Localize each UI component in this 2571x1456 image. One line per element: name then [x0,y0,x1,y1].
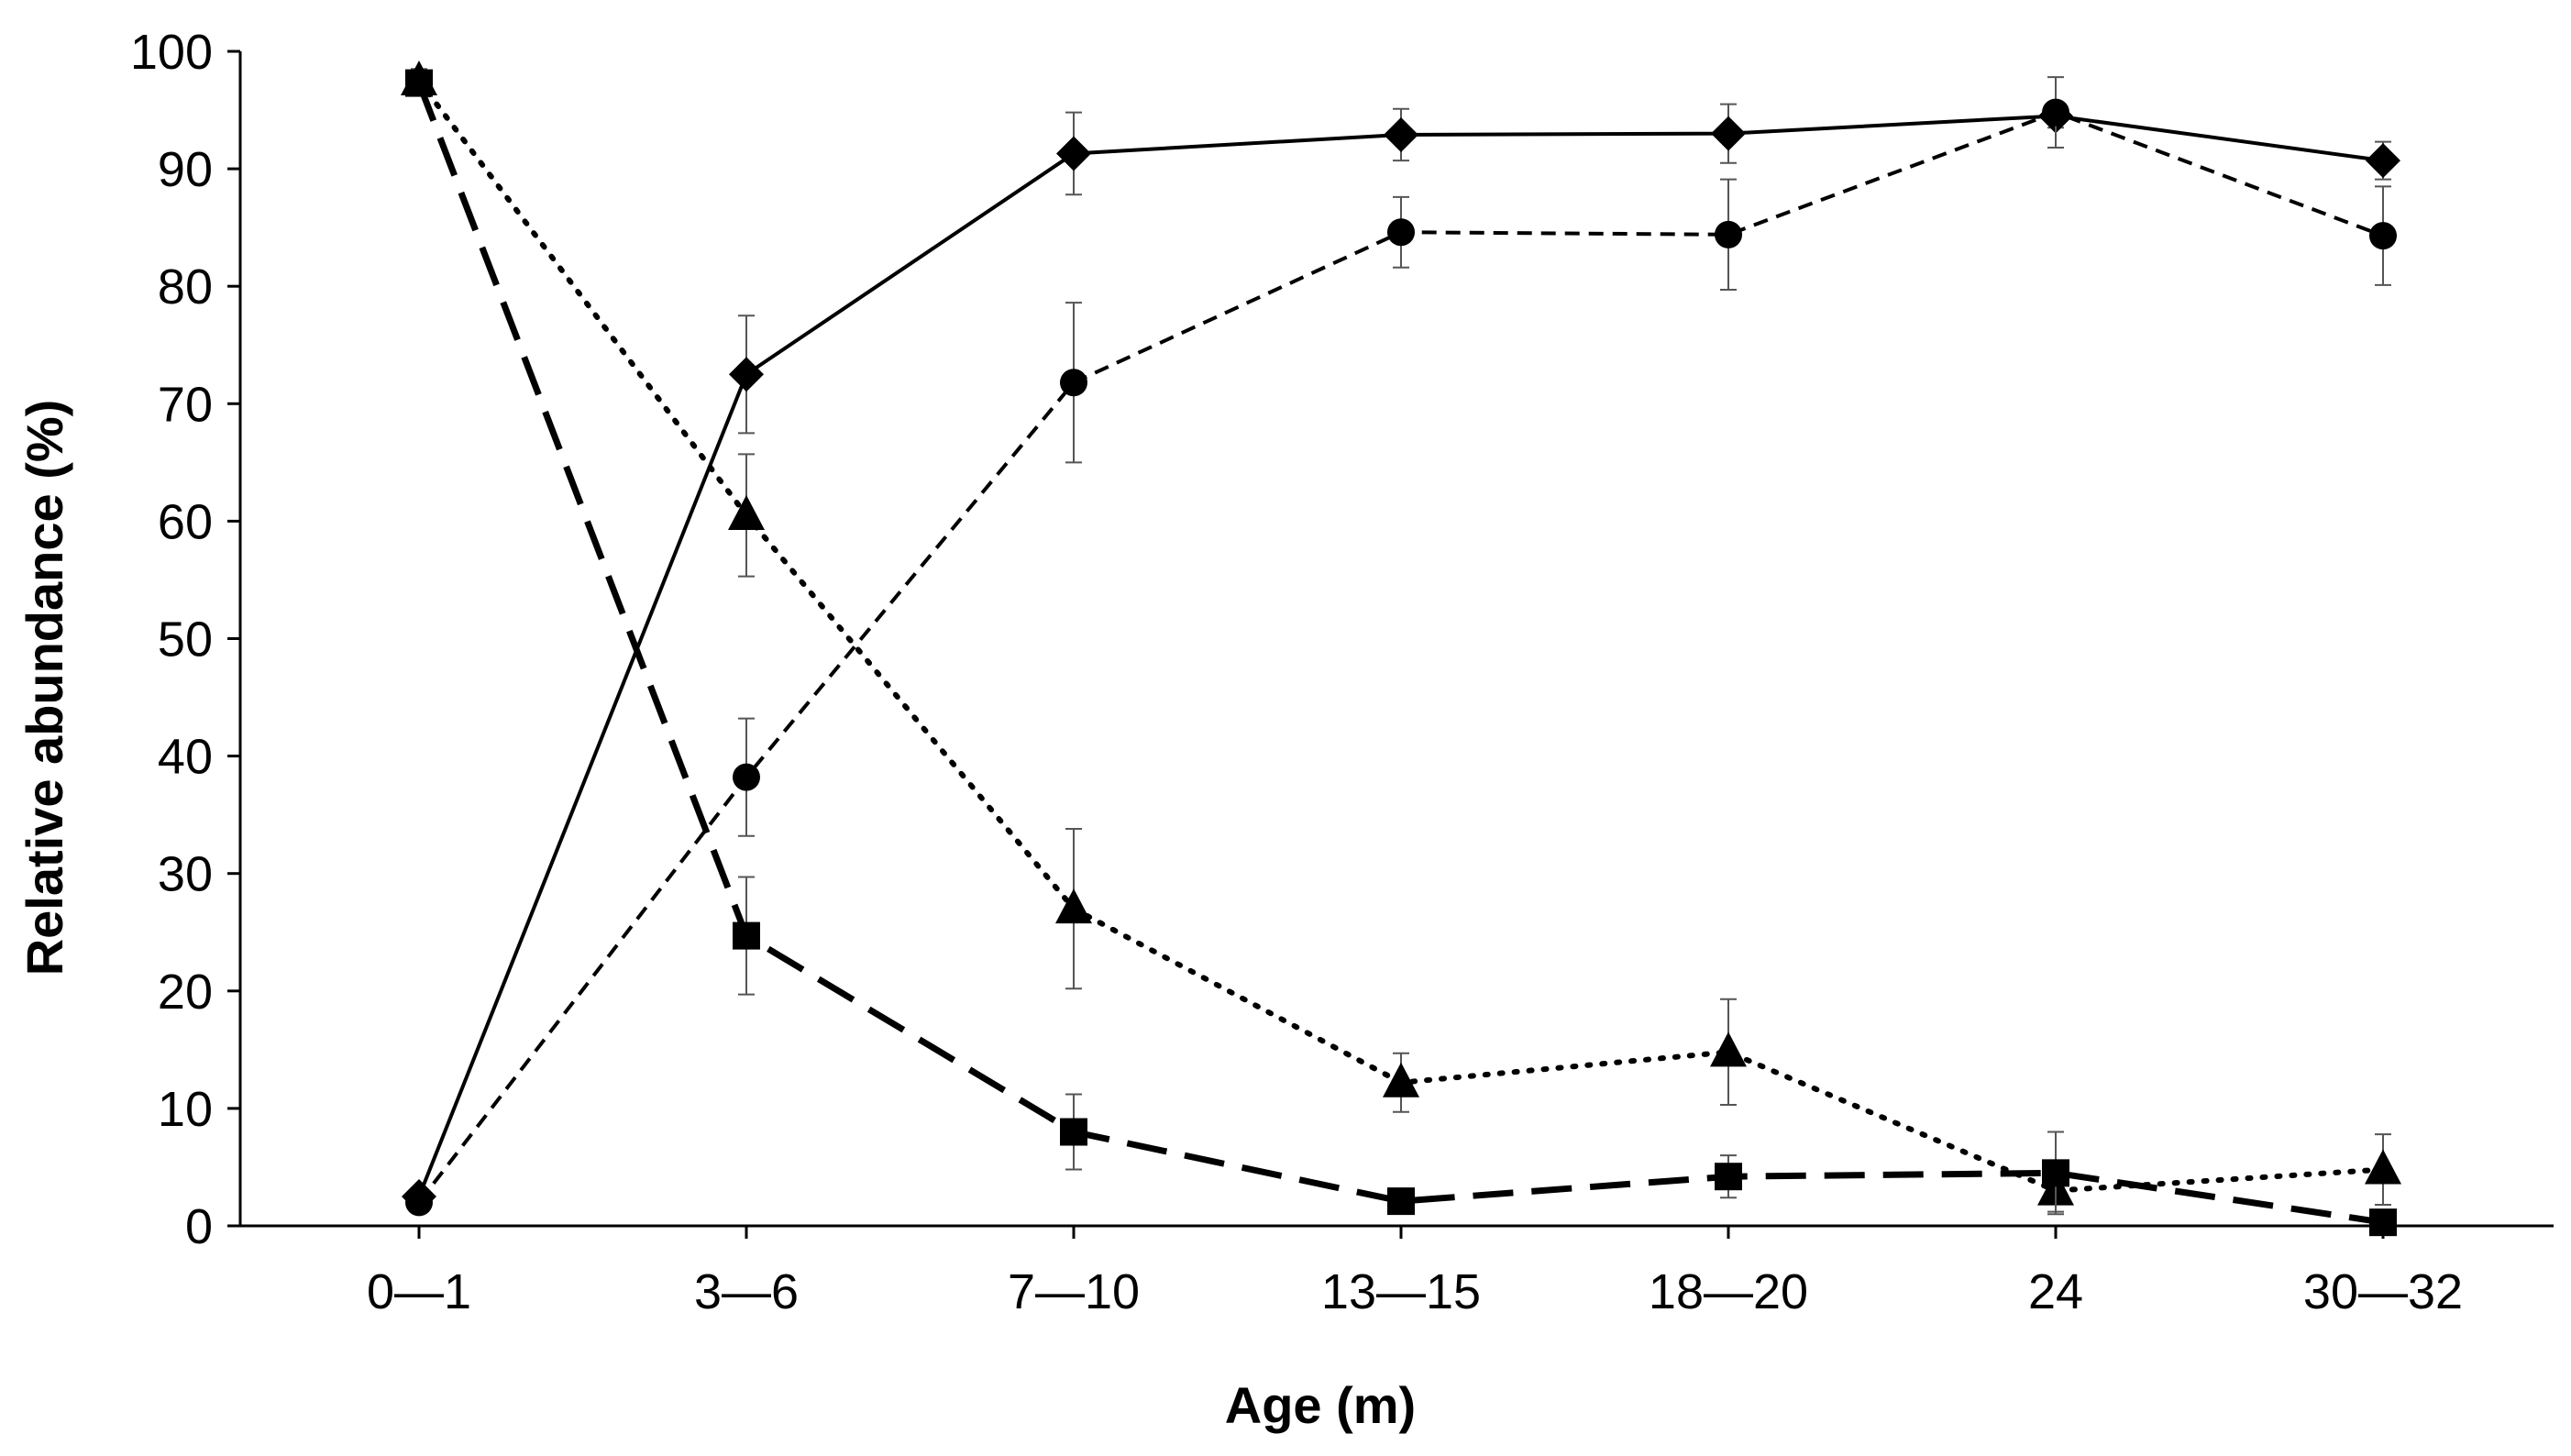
series-line [417,114,2384,1197]
data-point-circle [2042,98,2069,127]
data-point-circle [1387,218,1415,247]
y-tick-label: 40 [158,730,213,785]
y-ticks: 0 10 20 30 40 50 60 70 80 90 100 [130,25,240,1254]
data-point-circle [733,763,760,791]
data-point-diamond [1384,116,1418,152]
series-circle-short-dash [405,76,2397,1217]
data-point-circle [2369,222,2397,250]
y-tick-label: 70 [158,377,213,432]
data-point-triangle [728,494,765,530]
data-point-square [1060,1118,1087,1146]
y-tick-label: 30 [158,847,213,902]
data-point-triangle [1055,888,1092,924]
data-point-square [2042,1159,2069,1187]
series-line [417,110,2384,1204]
data-point-diamond [729,357,764,392]
data-point-diamond [2366,143,2400,179]
y-tick-label: 80 [158,259,213,314]
y-tick-label: 100 [130,25,213,80]
x-tick-label: 30—32 [2303,1264,2463,1319]
series-square-long-dash [405,69,2397,1237]
data-point-square [2369,1208,2397,1237]
data-point-circle [1060,369,1087,397]
x-tick-label: 3—6 [694,1264,799,1319]
y-axis-title: Relative abundance (%) [16,400,73,976]
series-layer [401,61,2401,1237]
data-point-square [1715,1163,1742,1191]
x-axis-title: Age (m) [1225,1376,1416,1434]
data-point-diamond [1056,136,1091,171]
data-point-circle [1715,220,1742,248]
data-point-square [1387,1187,1415,1216]
x-tick-label: 13—15 [1321,1264,1481,1319]
data-point-square [405,69,433,97]
x-tick-label: 18—20 [1649,1264,1808,1319]
y-tick-label: 10 [158,1082,213,1137]
x-tick-label: 24 [2028,1264,2083,1319]
x-tick-label: 0—1 [367,1264,471,1319]
data-point-triangle [1710,1031,1747,1067]
y-tick-label: 60 [158,494,213,549]
y-tick-label: 50 [158,612,213,667]
y-tick-label: 90 [158,142,213,197]
data-point-circle [405,1188,433,1217]
x-ticks: 0—1 3—6 7—10 13—15 18—20 24 30—32 [367,1226,2463,1319]
data-point-square [733,921,760,950]
data-point-triangle [2365,1149,2401,1185]
data-point-diamond [1711,116,1746,151]
data-point-triangle [1383,1062,1419,1098]
y-tick-label: 20 [158,965,213,1020]
y-tick-label: 0 [185,1199,213,1254]
x-tick-label: 7—10 [1008,1264,1140,1319]
